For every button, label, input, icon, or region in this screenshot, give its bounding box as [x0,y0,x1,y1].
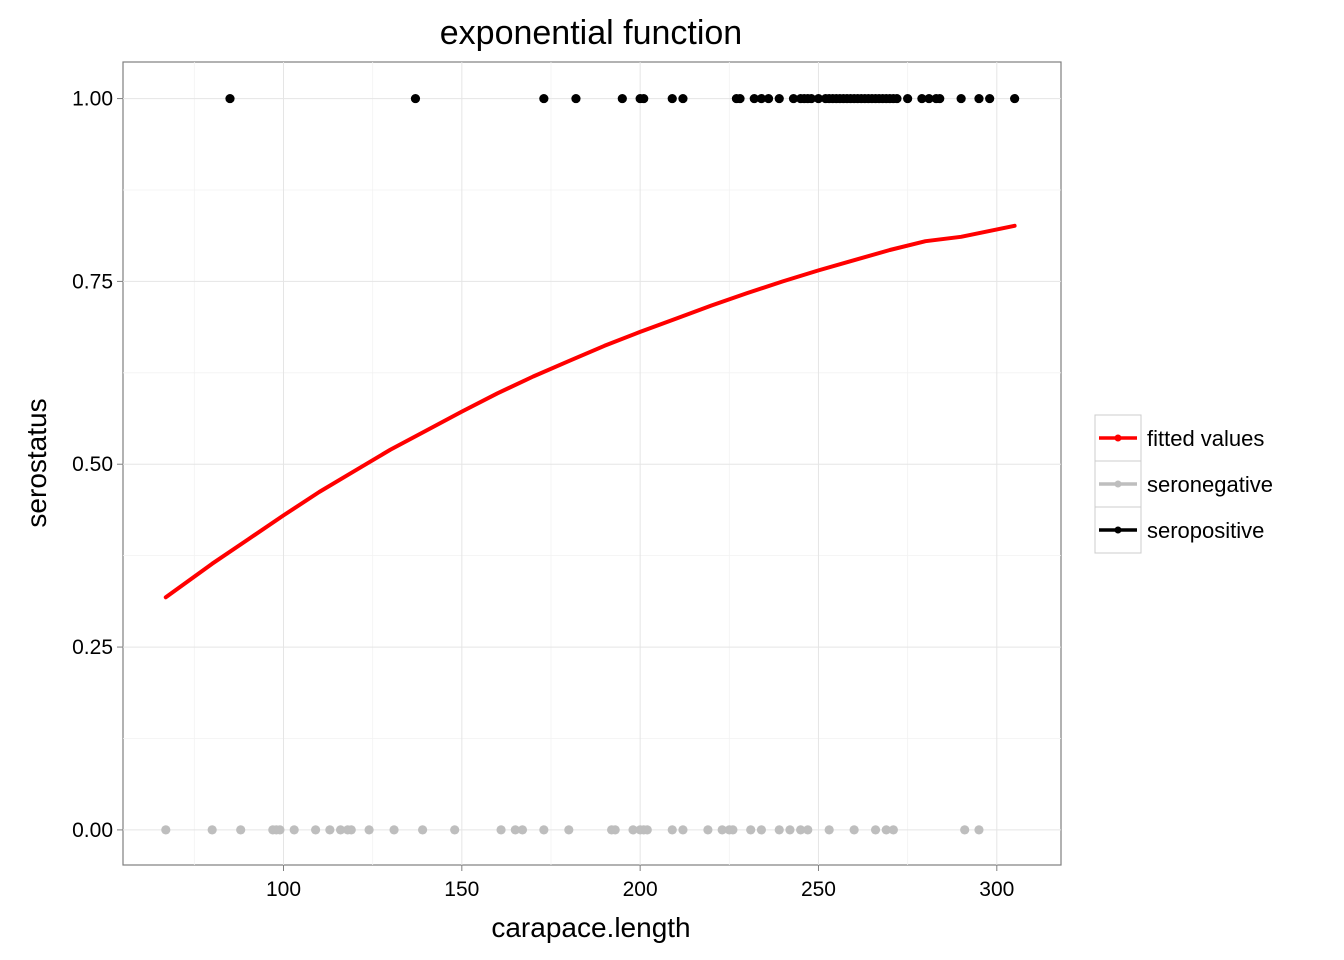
seronegative-point [888,825,898,835]
seropositive-point [571,93,581,104]
seronegative-point [774,825,784,835]
seropositive-point [735,93,745,104]
seronegative-point [346,825,356,835]
seropositive-point [667,93,677,104]
seropositive-point [788,93,799,104]
x-tick-label: 100 [266,878,301,901]
seropositive-point [678,93,688,104]
seronegative-point [325,825,335,835]
seronegative-point [161,825,171,835]
seronegative-point [310,825,321,835]
seronegative-point [642,825,652,835]
seronegative-point [389,825,399,835]
minor-gridlines [123,62,1061,865]
seropositive-point [225,93,235,104]
seronegative-point [785,825,795,835]
seropositive-point [935,93,945,104]
seronegative-point [717,825,727,835]
seropositive-point [956,93,966,104]
x-axis-ticks: 100 150 200 250 300 [266,865,1014,901]
seronegative-point [450,825,460,835]
seronegative-point [728,825,738,835]
seropositive-point [892,93,902,104]
seropositive-point [806,93,816,104]
seropositive-point [974,93,984,104]
seronegative-point [610,825,620,835]
seronegative-point [796,825,806,835]
seronegative-point [517,825,528,835]
legend-key-point-fitted [1114,434,1122,442]
seronegative-point [289,825,299,835]
seronegative-point [364,825,374,835]
legend-key-point-seropositive [1114,526,1122,534]
legend: fitted values seronegative seropositive [1094,414,1273,554]
y-tick-label: 0.00 [72,819,113,842]
seropositive-point [410,93,421,104]
legend-label-seronegative: seronegative [1147,472,1273,497]
y-axis-ticks: 0.00 0.25 0.50 0.75 1.00 [72,88,123,842]
seronegative-point [628,825,638,835]
seropositive-point [985,93,995,104]
fitted-values-line [163,223,1017,600]
x-tick-label: 300 [979,878,1014,901]
seronegative-point [539,825,549,835]
seronegative-point [236,825,246,835]
seronegative-point [417,825,428,835]
seropositive-point [756,93,767,104]
seronegative-point [335,825,346,835]
seropositive-point [1010,93,1020,104]
legend-label-fitted-values: fitted values [1147,426,1264,451]
y-tick-label: 1.00 [72,88,113,111]
seronegative-point [974,825,984,835]
major-gridlines [123,62,1061,865]
seropositive-point [774,93,784,104]
seropositive-point [617,93,627,104]
x-tick-label: 150 [444,878,479,901]
x-axis-title: carapace.length [491,912,690,943]
y-axis-title: serostatus [21,398,52,527]
chart-title: exponential function [440,14,742,52]
seronegative-point [496,825,506,835]
seropositive-point [903,93,913,104]
seronegative-point [746,825,756,835]
seronegative-point [960,825,970,835]
seropositive-point [813,93,824,104]
seronegative-point [870,825,881,835]
x-tick-label: 200 [623,878,658,901]
seronegative-point [803,825,813,835]
seronegative-point [667,825,677,835]
seropositive-point [763,93,774,104]
x-tick-label: 250 [801,878,836,901]
seronegative-point [207,825,217,835]
seronegative-point [275,825,285,835]
y-tick-label: 0.50 [72,453,113,476]
seropositive-point [749,93,759,104]
plot-panel [122,61,1062,866]
seronegative-point [881,825,891,835]
legend-key-point-seronegative [1114,480,1122,488]
seropositive-point [539,93,549,104]
seropositive-point [917,93,927,104]
seronegative-point [756,825,767,835]
y-tick-label: 0.25 [72,636,113,659]
seropositive-point [639,93,649,104]
y-tick-label: 0.75 [72,270,113,293]
seronegative-point [824,825,834,835]
seronegative-point [703,825,713,835]
seronegative-point [678,825,688,835]
seronegative-point [849,825,859,835]
seronegative-point [510,825,520,835]
legend-label-seropositive: seropositive [1147,518,1264,543]
series-layer [161,93,1020,835]
seropositive-point [924,93,934,104]
seronegative-point [564,825,574,835]
